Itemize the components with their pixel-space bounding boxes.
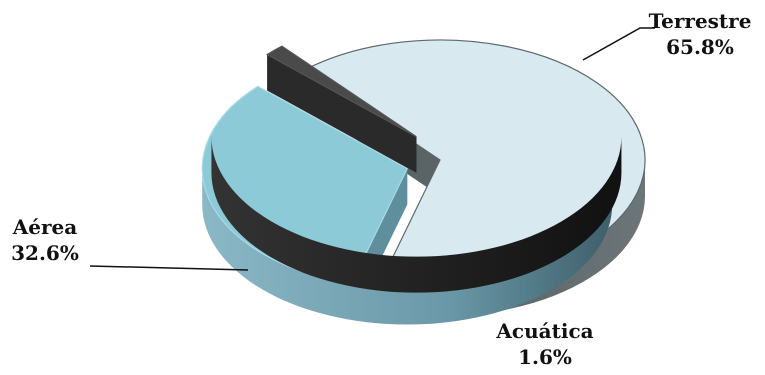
slice-aerea-side-0 <box>202 168 613 325</box>
slice-acuatica <box>211 45 622 293</box>
slice-value-aerea: 32.6% <box>11 241 79 265</box>
slice-acuatica-top <box>265 45 417 138</box>
slice-name-acuatica: Acuática <box>496 319 594 343</box>
slice-label-acuatica: Acuática 1.6% <box>485 318 605 370</box>
slice-value-acuatica: 1.6% <box>518 345 572 369</box>
slice-name-aerea: Aérea <box>12 215 78 239</box>
leader-line-terrestre <box>582 27 655 61</box>
slice-value-terrestre: 65.8% <box>666 35 734 59</box>
slice-label-terrestre: Terrestre 65.8% <box>640 8 760 60</box>
slice-name-terrestre: Terrestre <box>648 9 752 33</box>
slice-label-aerea: Aérea 32.6% <box>4 214 86 266</box>
slice-acuatica-side-0 <box>211 136 622 293</box>
leader-line-aerea <box>89 265 249 271</box>
slice-terrestre-side-0 <box>383 160 645 317</box>
